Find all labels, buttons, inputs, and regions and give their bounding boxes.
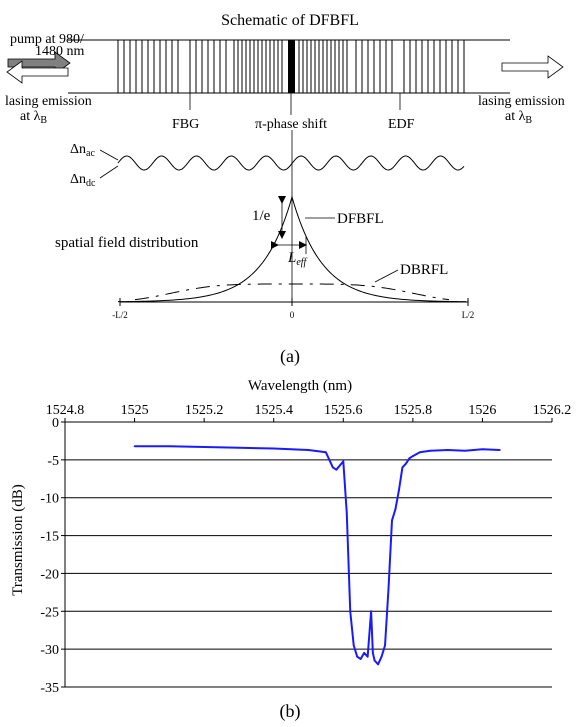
caption-a: (a) (280, 346, 300, 367)
data-point (394, 508, 397, 510)
data-point (349, 610, 352, 613)
data-point (203, 446, 206, 448)
y-tick-label: -10 (40, 492, 59, 507)
x-tick-label: 1526.2 (533, 403, 572, 418)
x-tick-label: 1526 (468, 403, 496, 418)
data-point (418, 451, 421, 454)
transmission-chart: Wavelength (nm) 1524.8 1525 1525.2 1525.4 15… (10, 378, 571, 722)
data-point (359, 658, 362, 660)
edf-label: EDF (388, 117, 415, 132)
chart-xlabel: Wavelength (nm) (248, 378, 352, 394)
y-tick-label: -15 (40, 530, 59, 545)
series-line (134, 445, 500, 666)
delta-n-ac-leader (99, 149, 119, 161)
data-point (405, 462, 407, 465)
lasing-right-line2: at λB (505, 109, 532, 126)
data-point (324, 451, 327, 454)
data-point (331, 466, 334, 469)
x-tick-label: 1525.4 (254, 403, 293, 418)
chart-grid (64, 421, 552, 688)
fbg-grating (117, 40, 465, 93)
y-tick-labels: 0 -5 -10 -15 -20 -25 -30 -35 (40, 416, 65, 696)
y-tick-label: -5 (47, 454, 59, 469)
data-point (391, 519, 393, 522)
data-point (446, 449, 449, 451)
data-point (398, 489, 400, 492)
data-point (363, 652, 366, 654)
data-point (411, 455, 414, 457)
data-point (498, 449, 501, 451)
data-point (384, 644, 386, 647)
axis-tick-label-center: 0 (290, 310, 295, 320)
axis-tick-label-left: -L/2 (112, 310, 128, 320)
chart-series (133, 445, 501, 666)
lasing-left-line1: lasing emission (5, 94, 92, 109)
data-point (352, 644, 355, 647)
chart-ylabel: Transmission (dB) (10, 484, 26, 596)
schematic-title: Schematic of DFBFL (221, 12, 359, 29)
delta-n-ac-label: Δnac (70, 142, 95, 159)
data-point (168, 445, 171, 448)
data-point (307, 449, 310, 451)
data-point (356, 655, 359, 658)
x-tick-label: 1524.8 (46, 403, 85, 418)
data-point (387, 587, 390, 590)
data-point (408, 457, 411, 460)
schematic-panel: Schematic of DFBFL pump at 980/ 1480 nm … (5, 12, 565, 367)
x-tick-label: 1525 (121, 403, 149, 418)
x-tick-label: 1525.6 (324, 403, 363, 418)
x-tick-labels: 1524.8 1525 1525.2 1525.4 1525.6 1525.8 1526 15… (46, 403, 572, 422)
data-point (335, 468, 338, 471)
data-point (133, 445, 136, 448)
lasing-left-arrow-icon (6, 60, 69, 84)
dfbfl-field-curve (117, 195, 467, 303)
data-point (401, 466, 404, 469)
data-point (371, 652, 374, 654)
y-tick-label: -20 (40, 567, 59, 582)
one-over-e-label: 1/e (252, 208, 271, 224)
dbrfl-field-curve (134, 283, 450, 301)
data-point (370, 610, 373, 613)
data-point (380, 655, 383, 658)
data-point (342, 460, 345, 463)
data-point (377, 663, 379, 666)
data-point (366, 655, 369, 658)
y-tick-label: 0 (52, 416, 59, 431)
dbrfl-leader (374, 269, 399, 283)
delta-n-dc-leader (99, 165, 119, 179)
pump-label-line1: pump at 980/ (10, 32, 84, 47)
data-point (272, 447, 275, 450)
data-point (481, 448, 484, 451)
y-tick-label: -35 (40, 681, 59, 696)
dfbfl-label: DFBFL (337, 211, 384, 227)
pump-label-line2: 1480 nm (35, 44, 85, 59)
data-point (429, 449, 432, 452)
y-tick-label: -25 (40, 605, 59, 620)
axis-tick-label-right: L/2 (462, 310, 475, 320)
lasing-left-line2: at λB (20, 109, 47, 126)
spatial-field-label: spatial field distribution (55, 235, 199, 251)
dbrfl-label: DBRFL (400, 262, 448, 278)
lasing-right-line1: lasing emission (478, 94, 565, 109)
index-modulation-wave (117, 155, 465, 171)
fbg-label: FBG (172, 117, 199, 132)
data-point (373, 659, 376, 662)
x-tick-label: 1525.2 (185, 403, 224, 418)
delta-n-dc-label: Δndc (70, 172, 96, 189)
leff-label: Leff (287, 250, 308, 268)
lasing-right-arrow-icon (501, 55, 564, 79)
data-point (464, 449, 466, 452)
data-point (238, 446, 240, 449)
phase-shift-label: π-phase shift (255, 117, 327, 132)
x-tick-label: 1525.8 (394, 403, 433, 418)
phase-shift-marker (288, 40, 295, 93)
caption-b: (b) (280, 701, 301, 722)
data-point (345, 511, 348, 514)
y-tick-label: -30 (40, 643, 59, 658)
